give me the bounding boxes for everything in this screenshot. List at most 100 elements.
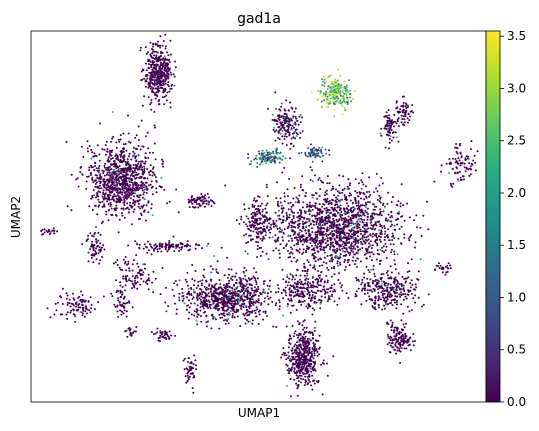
scatter-point: [99, 173, 102, 176]
scatter-point: [367, 201, 369, 203]
scatter-point: [267, 152, 270, 155]
scatter-point: [263, 151, 266, 154]
scatter-point: [116, 184, 119, 187]
scatter-point: [189, 199, 192, 202]
scatter-point: [191, 298, 194, 300]
scatter-point: [105, 210, 108, 213]
scatter-point: [276, 123, 278, 126]
scatter-point: [154, 176, 157, 178]
scatter-point: [320, 299, 323, 302]
scatter-point: [310, 237, 313, 239]
scatter-point: [150, 64, 152, 67]
scatter-point: [295, 249, 298, 252]
scatter-point: [119, 175, 122, 178]
scatter-point: [347, 205, 350, 208]
scatter-point: [391, 232, 394, 235]
scatter-point: [283, 135, 286, 138]
scatter-point: [305, 225, 308, 227]
scatter-point: [282, 155, 285, 158]
scatter-point: [311, 284, 314, 287]
scatter-point: [388, 147, 390, 150]
scatter-point: [128, 180, 131, 183]
scatter-point: [334, 90, 337, 93]
scatter-point: [87, 260, 90, 263]
scatter-point: [245, 269, 248, 272]
scatter-point: [184, 278, 187, 281]
scatter-point: [248, 224, 251, 227]
scatter-point: [213, 306, 216, 309]
scatter-point: [244, 250, 247, 253]
scatter-point: [392, 234, 395, 237]
scatter-point: [175, 308, 178, 311]
scatter-point: [173, 84, 176, 87]
scatter-point: [261, 210, 264, 213]
scatter-point: [339, 204, 342, 207]
scatter-point: [323, 216, 326, 219]
scatter-point: [197, 206, 200, 209]
scatter-point: [304, 154, 307, 157]
scatter-point: [348, 187, 350, 190]
scatter-point: [222, 314, 225, 317]
scatter-point: [125, 169, 128, 172]
scatter-point: [360, 242, 363, 245]
scatter-point: [119, 138, 122, 141]
scatter-point: [146, 188, 149, 190]
scatter-point: [350, 235, 353, 238]
scatter-point: [272, 156, 275, 159]
scatter-point: [291, 274, 294, 277]
scatter-point: [139, 46, 142, 49]
scatter-point: [317, 258, 320, 261]
scatter-point: [262, 208, 264, 211]
scatter-point: [385, 128, 388, 131]
scatter-point: [272, 249, 275, 252]
scatter-point: [354, 190, 357, 193]
scatter-point: [152, 43, 155, 46]
scatter-point: [302, 251, 305, 254]
scatter-point: [123, 177, 125, 180]
scatter-point: [156, 248, 159, 251]
scatter-point: [147, 277, 150, 280]
scatter-point: [363, 204, 366, 207]
scatter-point: [130, 192, 133, 194]
scatter-point: [116, 259, 119, 262]
scatter-point: [361, 247, 364, 249]
scatter-point: [220, 287, 223, 290]
scatter-point: [325, 193, 328, 195]
scatter-point: [137, 145, 140, 147]
scatter-point: [295, 135, 298, 137]
scatter-point: [329, 254, 332, 257]
scatter-point: [282, 231, 285, 234]
scatter-point: [362, 192, 365, 195]
scatter-point: [94, 204, 97, 207]
scatter-point: [327, 214, 330, 217]
scatter-point: [224, 184, 227, 187]
scatter-point: [378, 238, 381, 241]
scatter-point: [111, 174, 114, 176]
scatter-point: [158, 78, 161, 81]
scatter-point: [385, 235, 388, 237]
scatter-point: [118, 173, 121, 176]
scatter-point: [292, 136, 295, 139]
scatter-point: [174, 280, 177, 283]
scatter-point: [118, 195, 120, 198]
scatter-point: [283, 228, 286, 231]
scatter-point: [201, 196, 204, 199]
scatter-point: [134, 169, 137, 172]
scatter-point: [294, 107, 297, 110]
scatter-point: [339, 99, 342, 102]
scatter-point: [252, 224, 255, 227]
scatter-point: [247, 153, 250, 156]
scatter-point: [240, 279, 243, 282]
scatter-point: [291, 107, 294, 110]
scatter-point: [203, 296, 206, 299]
scatter-point: [94, 154, 97, 157]
scatter-point: [342, 231, 345, 234]
scatter-point: [386, 202, 389, 205]
scatter-point: [216, 288, 219, 291]
scatter-point: [393, 259, 396, 262]
scatter-point: [152, 167, 154, 170]
scatter-point: [347, 178, 350, 181]
scatter-point: [200, 320, 203, 323]
scatter-point: [221, 291, 224, 294]
scatter-point: [99, 177, 102, 180]
